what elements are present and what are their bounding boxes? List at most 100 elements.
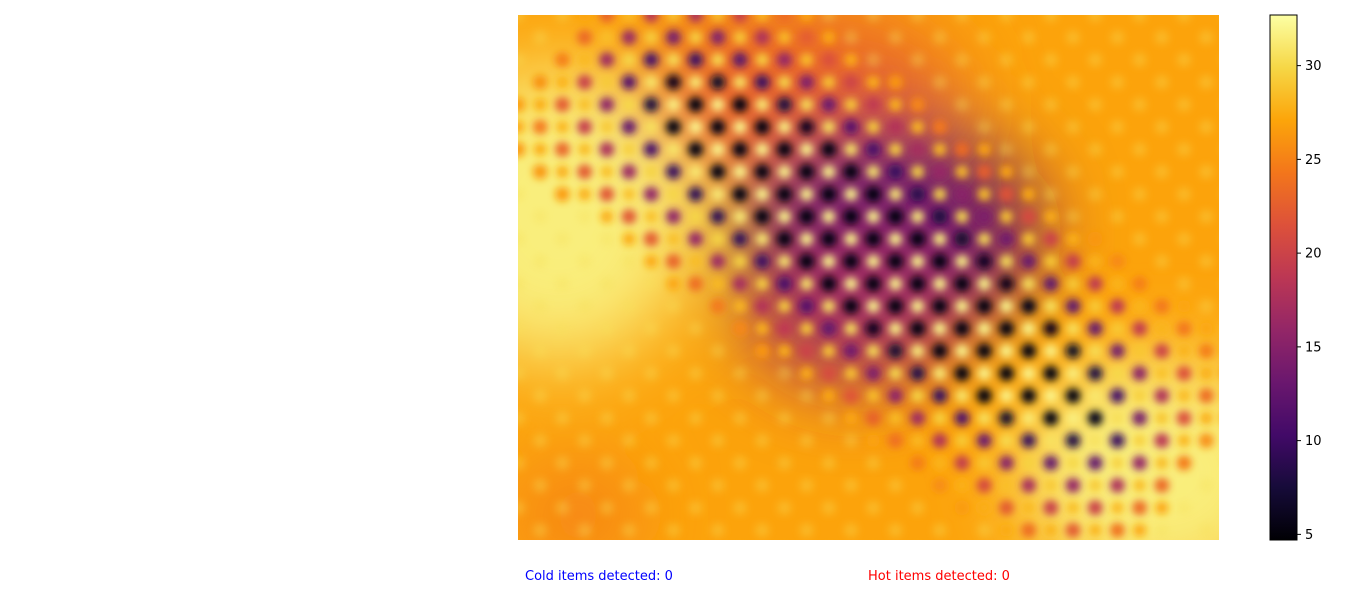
heatmap-hot-cell <box>689 210 703 224</box>
heatmap-cell <box>1043 52 1058 67</box>
heatmap-cell <box>666 299 681 314</box>
heatmap-cell <box>577 299 592 314</box>
heatmap-hot-cell <box>1066 411 1080 425</box>
heatmap-hot-cell <box>666 142 680 156</box>
heatmap-cold-cell <box>954 410 970 426</box>
heatmap-cold-cell <box>710 253 726 269</box>
heatmap-cell <box>555 232 570 246</box>
heatmap-hot-cell <box>933 232 947 246</box>
heatmap-cold-cell <box>532 74 548 90</box>
heatmap-cold-cell <box>865 321 881 337</box>
heatmap-hot-cell <box>866 120 880 134</box>
heatmap-cold-cell <box>643 141 659 157</box>
heatmap-cold-cell <box>621 164 637 180</box>
heatmap-cold-cell <box>843 119 859 135</box>
heatmap-cold-cell <box>1154 343 1170 359</box>
heatmap-hot-cell <box>644 75 658 89</box>
heatmap-cold-cell <box>976 164 992 180</box>
heatmap-hot-cell <box>622 232 636 246</box>
heatmap-hot-cell <box>888 187 902 201</box>
heatmap-hot-cell <box>1044 299 1058 313</box>
thermal-heatmap <box>518 15 1219 540</box>
heatmap-cell <box>577 433 592 448</box>
heatmap-cell <box>710 344 725 358</box>
heatmap-cell <box>1088 15 1103 22</box>
heatmap-cell <box>1021 30 1036 45</box>
heatmap-cell <box>844 478 858 493</box>
heatmap-cell <box>777 411 792 426</box>
heatmap-cold-cell <box>910 186 926 202</box>
heatmap-cell <box>1199 209 1214 224</box>
heatmap-cell <box>1110 120 1125 134</box>
heatmap-cold-cell <box>1176 321 1192 337</box>
heatmap-hot-cell <box>866 434 880 448</box>
heatmap-cold-cell <box>532 119 548 135</box>
heatmap-hot-cell <box>1022 366 1036 380</box>
heatmap-hot-cell <box>1110 277 1124 291</box>
heatmap-cell <box>1177 276 1191 291</box>
heatmap-cell <box>1110 209 1125 224</box>
heatmap-cell <box>977 30 992 45</box>
heatmap-hot-cell <box>844 142 858 156</box>
heatmap-cold-cell <box>821 231 837 247</box>
heatmap-hot-cell <box>1022 322 1036 336</box>
heatmap-cell <box>1199 75 1214 90</box>
heatmap-cold-cell <box>976 343 992 359</box>
heatmap-cold-cell <box>1087 276 1103 292</box>
heatmap-hot-cell <box>933 366 947 380</box>
heatmap-cold-cell <box>843 343 859 359</box>
heatmap-cell <box>533 523 548 538</box>
heatmap-cold-cell <box>665 209 681 225</box>
heatmap-hot-cell <box>755 142 769 156</box>
heatmap-cell <box>533 30 548 45</box>
heatmap-cell <box>1110 75 1125 90</box>
heatmap-hot-cell <box>578 98 592 112</box>
heatmap-cold-cell <box>887 74 903 90</box>
heatmap-cell <box>1177 142 1191 157</box>
heatmap-cell <box>910 15 925 22</box>
heatmap-cell <box>710 523 725 538</box>
heatmap-hot-cell <box>1022 456 1036 470</box>
heatmap-hot-cell <box>933 322 947 336</box>
heatmap-cell <box>577 388 592 403</box>
heatmap-hot-cell <box>644 120 658 134</box>
heatmap-cold-cell <box>932 433 948 449</box>
heatmap-hot-cell <box>600 30 614 44</box>
heatmap-cell <box>1132 187 1147 202</box>
heatmap-cold-cell <box>732 231 748 247</box>
heatmap-cell <box>977 523 992 538</box>
heatmap-cold-cell <box>688 231 704 247</box>
heatmap-cold-cell <box>843 164 859 180</box>
heatmap-cold-cell <box>1109 433 1125 449</box>
heatmap-cell <box>622 299 636 314</box>
heatmap-hot-cell <box>866 389 880 403</box>
heatmap-cold-cell <box>621 29 637 45</box>
heatmap-hot-cell <box>822 254 836 268</box>
heatmap-cold-cell <box>732 52 748 68</box>
heatmap-cell <box>1154 30 1169 45</box>
heatmap-hot-cell <box>1066 232 1080 246</box>
heatmap-hot-cell <box>666 232 680 246</box>
heatmap-hot-cell <box>955 210 969 224</box>
heatmap-cell <box>1177 52 1191 67</box>
heatmap-hot-cell <box>1022 232 1036 246</box>
heatmap-cell <box>644 321 659 336</box>
heatmap-hot-cell <box>977 456 991 470</box>
heatmap-cell <box>1110 30 1125 45</box>
heatmap-cold-cell <box>776 186 792 202</box>
heatmap-cold-cell <box>1065 388 1081 404</box>
heatmap-hot-cell <box>711 187 725 201</box>
heatmap-cell <box>866 456 881 470</box>
heatmap-hot-cell <box>733 75 747 89</box>
heatmap-cold-cell <box>1065 477 1081 493</box>
heatmap-cold-cell <box>799 74 815 90</box>
heatmap-cold-cell <box>976 209 992 225</box>
heatmap-cold-cell <box>776 321 792 337</box>
heatmap-plot <box>518 15 1219 540</box>
heatmap-hot-cell <box>1133 344 1147 358</box>
heatmap-hot-cell <box>822 389 836 403</box>
heatmap-cell <box>622 478 636 493</box>
heatmap-hot-cell <box>955 165 969 179</box>
heatmap-cell <box>932 75 947 90</box>
heatmap-cell <box>1132 142 1147 157</box>
